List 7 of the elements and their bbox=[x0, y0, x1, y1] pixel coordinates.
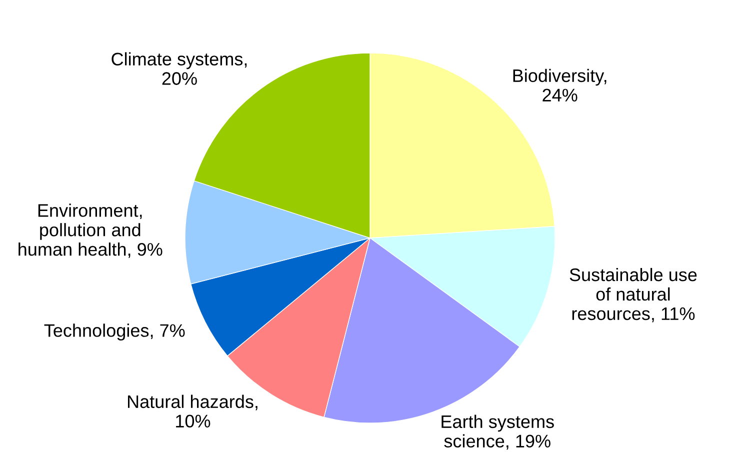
slice-label: Natural hazards, 10% bbox=[128, 394, 258, 428]
slice-label: Technologies, 7% bbox=[44, 324, 185, 340]
slice-label: Earth systems science, 19% bbox=[442, 414, 554, 450]
slice-label: Climate systems, 20% bbox=[112, 52, 247, 85]
slice-label: Environment, pollution and human health, 9% bbox=[18, 204, 162, 258]
slice-label: Sustainable use of natural resources, 11% bbox=[570, 268, 697, 322]
slice-label: Biodiversity, 24% bbox=[513, 68, 606, 102]
